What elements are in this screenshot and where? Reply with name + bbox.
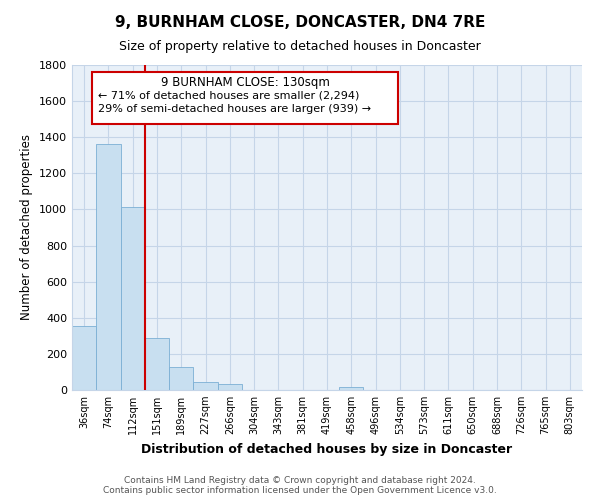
Bar xyxy=(169,366,193,390)
Text: Contains HM Land Registry data © Crown copyright and database right 2024.
Contai: Contains HM Land Registry data © Crown c… xyxy=(103,476,497,495)
X-axis label: Distribution of detached houses by size in Doncaster: Distribution of detached houses by size … xyxy=(142,442,512,456)
Bar xyxy=(121,206,145,390)
Text: ← 71% of detached houses are smaller (2,294): ← 71% of detached houses are smaller (2,… xyxy=(97,91,359,101)
Bar xyxy=(96,144,121,390)
FancyBboxPatch shape xyxy=(92,72,398,124)
Text: 9 BURNHAM CLOSE: 130sqm: 9 BURNHAM CLOSE: 130sqm xyxy=(161,76,330,90)
Y-axis label: Number of detached properties: Number of detached properties xyxy=(20,134,34,320)
Text: 9, BURNHAM CLOSE, DONCASTER, DN4 7RE: 9, BURNHAM CLOSE, DONCASTER, DN4 7RE xyxy=(115,15,485,30)
Bar xyxy=(72,326,96,390)
Bar xyxy=(193,382,218,390)
Bar xyxy=(339,388,364,390)
Bar xyxy=(218,384,242,390)
Bar xyxy=(145,338,169,390)
Text: 29% of semi-detached houses are larger (939) →: 29% of semi-detached houses are larger (… xyxy=(97,104,371,114)
Text: Size of property relative to detached houses in Doncaster: Size of property relative to detached ho… xyxy=(119,40,481,53)
